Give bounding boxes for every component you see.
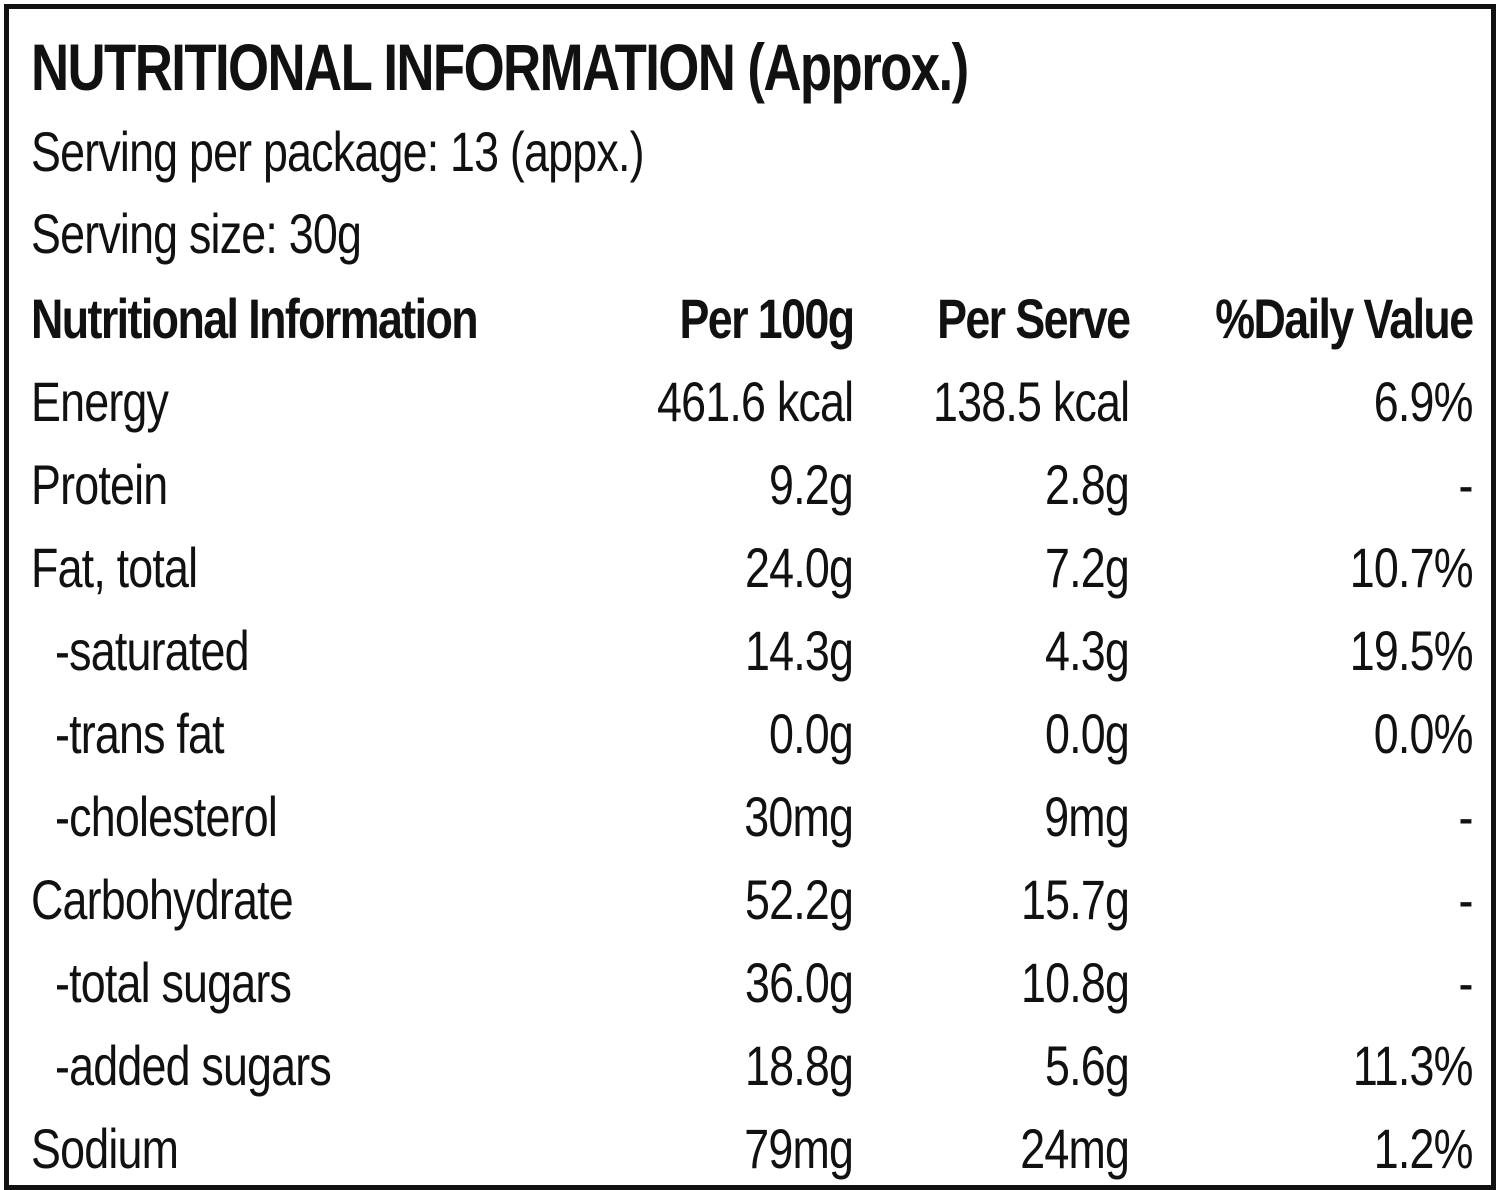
per-100g-value: 30mg	[744, 785, 854, 848]
nutrient-name: -trans fat	[55, 702, 225, 765]
table-row: -trans fat 0.0g 0.0g 0.0%	[31, 692, 1474, 775]
table-row: Energy 461.6 kcal 138.5 kcal 6.9%	[31, 360, 1474, 443]
daily-value: 1.2%	[1374, 1117, 1474, 1180]
header-per-100g: Per 100g	[679, 287, 855, 350]
daily-value: -	[1458, 453, 1474, 516]
nutrition-label: NUTRITIONAL INFORMATION (Approx.) Servin…	[4, 4, 1496, 1190]
per-100g-value: 18.8g	[744, 1034, 854, 1097]
nutrient-name: -cholesterol	[55, 785, 278, 848]
nutrient-name: Fat, total	[31, 536, 198, 599]
table-header-row: Nutritional Information Per 100g Per Ser…	[31, 277, 1475, 360]
per-serve-value: 24mg	[1020, 1117, 1130, 1180]
header-per-serve: Per Serve	[936, 287, 1131, 350]
per-serve-value: 15.7g	[1020, 868, 1130, 931]
daily-value: 6.9%	[1374, 370, 1474, 433]
nutrient-name: -total sugars	[55, 951, 292, 1014]
table-row: -cholesterol 30mg 9mg -	[31, 775, 1474, 858]
table-row: Sodium 79mg 24mg 1.2%	[31, 1107, 1474, 1190]
per-serve-value: 138.5 kcal	[932, 370, 1130, 433]
per-serve-value: 0.0g	[1045, 702, 1130, 765]
nutrient-name: -added sugars	[55, 1034, 332, 1097]
per-serve-value: 5.6g	[1045, 1034, 1130, 1097]
per-100g-value: 9.2g	[769, 453, 854, 516]
per-100g-value: 36.0g	[744, 951, 854, 1014]
per-serve-value: 9mg	[1044, 785, 1130, 848]
table-row: Carbohydrate 52.2g 15.7g -	[31, 858, 1474, 941]
label-title: NUTRITIONAL INFORMATION (Approx.)	[31, 30, 969, 104]
per-100g-value: 0.0g	[769, 702, 854, 765]
per-100g-value: 79mg	[744, 1117, 854, 1180]
table-row: -added sugars 18.8g 5.6g 11.3%	[31, 1024, 1474, 1107]
per-serve-value: 2.8g	[1045, 453, 1130, 516]
daily-value: -	[1458, 951, 1474, 1014]
table-row: -saturated 14.3g 4.3g 19.5%	[31, 609, 1474, 692]
serving-per-package: Serving per package: 13 (appx.)	[31, 120, 645, 183]
per-serve-value: 7.2g	[1045, 536, 1130, 599]
header-daily-value: %Daily Value	[1215, 287, 1475, 350]
daily-value: 19.5%	[1349, 619, 1474, 682]
daily-value: 10.7%	[1349, 536, 1474, 599]
per-serve-value: 10.8g	[1020, 951, 1130, 1014]
nutrient-name: Carbohydrate	[31, 868, 294, 931]
per-100g-value: 52.2g	[744, 868, 854, 931]
daily-value: -	[1458, 868, 1474, 931]
nutrient-name: Sodium	[31, 1117, 179, 1180]
table-row: Protein 9.2g 2.8g -	[31, 443, 1474, 526]
nutrient-name: Energy	[31, 370, 169, 433]
per-serve-value: 4.3g	[1045, 619, 1130, 682]
header-nutrient: Nutritional Information	[31, 287, 479, 350]
serving-size: Serving size: 30g	[31, 202, 362, 265]
daily-value: -	[1458, 785, 1474, 848]
per-100g-value: 461.6 kcal	[656, 370, 854, 433]
nutrient-name: Protein	[31, 453, 168, 516]
daily-value: 0.0%	[1374, 702, 1474, 765]
daily-value: 11.3%	[1353, 1034, 1474, 1097]
table-row: -total sugars 36.0g 10.8g -	[31, 941, 1474, 1024]
nutrient-name: -saturated	[55, 619, 250, 682]
nutrition-table: Nutritional Information Per 100g Per Ser…	[31, 277, 1475, 1190]
per-100g-value: 14.3g	[744, 619, 854, 682]
per-100g-value: 24.0g	[744, 536, 854, 599]
table-row: Fat, total 24.0g 7.2g 10.7%	[31, 526, 1474, 609]
